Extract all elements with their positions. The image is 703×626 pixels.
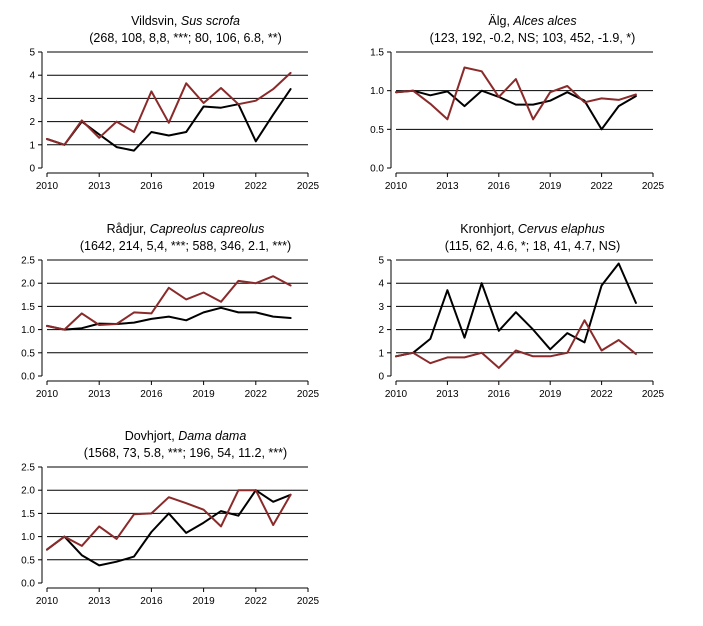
chart-title-common-name: Älg, — [488, 14, 513, 28]
chart-title: Älg, Alces alces — [488, 14, 576, 28]
x-tick-label: 2010 — [36, 181, 59, 192]
y-tick-label: 0 — [378, 372, 384, 383]
y-tick-label: 0 — [29, 164, 35, 175]
series-line-red — [395, 66, 637, 121]
y-tick-label: 2.0 — [21, 486, 35, 497]
y-tick-label: 3 — [378, 302, 384, 313]
y-tick-label: 0.0 — [21, 579, 35, 590]
x-tick-label: 2025 — [642, 389, 665, 400]
x-tick-label: 2016 — [140, 181, 163, 192]
y-tick-label: 1.0 — [21, 532, 35, 543]
y-tick-label: 1.0 — [370, 86, 384, 97]
y-tick-label: 0.0 — [21, 372, 35, 383]
chart-subtitle: (1642, 214, 5,4, ***; 588, 346, 2.1, ***… — [80, 239, 291, 253]
x-tick-label: 2016 — [140, 389, 163, 400]
y-tick-label: 2.5 — [21, 256, 35, 267]
y-tick-label: 2.0 — [21, 279, 35, 290]
x-tick-label: 2013 — [88, 596, 111, 607]
x-tick-label: 2019 — [192, 181, 215, 192]
chart-subtitle: (268, 108, 8,8, ***; 80, 106, 6.8, **) — [89, 31, 282, 45]
chart-title-common-name: Kronhjort, — [460, 222, 518, 236]
x-tick-label: 2019 — [539, 389, 562, 400]
chart-title-latin-name: Dama dama — [178, 429, 246, 443]
x-tick-label: 2010 — [385, 181, 408, 192]
y-tick-label: 0.5 — [370, 125, 384, 136]
chart-subtitle: (1568, 73, 5.8, ***; 196, 54, 11.2, ***) — [84, 446, 287, 460]
chart-title-common-name: Rådjur, — [107, 222, 150, 236]
chart-title: Dovhjort, Dama dama — [125, 429, 247, 443]
x-tick-label: 2022 — [245, 181, 268, 192]
x-tick-label: 2010 — [36, 389, 59, 400]
chart-title: Vildsvin, Sus scrofa — [131, 14, 240, 28]
chart-title-latin-name: Sus scrofa — [181, 14, 240, 28]
series-line-red — [46, 489, 292, 551]
x-tick-label: 2019 — [192, 389, 215, 400]
chart-title: Rådjur, Capreolus capreolus — [107, 222, 265, 236]
x-tick-label: 2022 — [245, 389, 268, 400]
x-tick-label: 2013 — [436, 389, 459, 400]
x-tick-label: 2016 — [488, 181, 511, 192]
x-tick-label: 2022 — [245, 596, 268, 607]
y-tick-label: 4 — [29, 71, 35, 82]
y-tick-label: 4 — [378, 279, 384, 290]
x-tick-label: 2022 — [590, 389, 613, 400]
y-tick-label: 3 — [29, 94, 35, 105]
y-tick-label: 5 — [29, 48, 35, 59]
series-line-red — [46, 275, 292, 331]
y-tick-label: 5 — [378, 256, 384, 267]
series-line-black — [46, 489, 292, 567]
y-tick-label: 0.5 — [21, 555, 35, 566]
x-tick-label: 2022 — [590, 181, 613, 192]
y-tick-label: 1 — [29, 140, 35, 151]
chart-panel-4: Kronhjort, Cervus elaphus (115, 62, 4.6, … — [378, 222, 664, 400]
chart-title-latin-name: Alces alces — [512, 14, 576, 28]
x-tick-label: 2016 — [140, 596, 163, 607]
chart-title-common-name: Dovhjort, — [125, 429, 179, 443]
chart-panel-5: Dovhjort, Dama dama (1568, 73, 5.8, ***; … — [21, 429, 319, 607]
chart-title: Kronhjort, Cervus elaphus — [460, 222, 605, 236]
x-tick-label: 2019 — [192, 596, 215, 607]
chart-title-latin-name: Capreolus capreolus — [150, 222, 265, 236]
y-tick-label: 1.5 — [21, 509, 35, 520]
x-tick-label: 2013 — [88, 389, 111, 400]
x-tick-label: 2025 — [297, 389, 320, 400]
chart-subtitle: (115, 62, 4.6, *; 18, 41, 4.7, NS) — [445, 239, 621, 253]
y-tick-label: 1.5 — [21, 302, 35, 313]
chart-panel-2: Älg, Alces alces (123, 192, -0.2, NS; 103… — [370, 14, 664, 192]
y-tick-label: 2 — [378, 325, 384, 336]
series-line-black — [395, 262, 637, 358]
x-tick-label: 2016 — [488, 389, 511, 400]
chart-title-common-name: Vildsvin, — [131, 14, 181, 28]
y-tick-label: 2.5 — [21, 463, 35, 474]
x-tick-label: 2019 — [539, 181, 562, 192]
y-tick-label: 0.0 — [370, 164, 384, 175]
chart-title-latin-name: Cervus elaphus — [518, 222, 605, 236]
y-tick-label: 1.0 — [21, 325, 35, 336]
x-tick-label: 2025 — [297, 181, 320, 192]
x-tick-label: 2013 — [436, 181, 459, 192]
y-tick-label: 2 — [29, 117, 35, 128]
y-tick-label: 1 — [378, 348, 384, 359]
chart-panel-3: Rådjur, Capreolus capreolus (1642, 214, 5… — [21, 222, 319, 400]
series-line-black — [395, 89, 637, 131]
x-tick-label: 2025 — [297, 596, 320, 607]
x-tick-label: 2025 — [642, 181, 665, 192]
series-line-red — [46, 71, 292, 146]
x-tick-label: 2010 — [36, 596, 59, 607]
chart-panel-1: Vildsvin, Sus scrofa (268, 108, 8,8, ***;… — [29, 14, 319, 192]
series-line-black — [46, 306, 292, 331]
series-line-red — [395, 319, 637, 369]
y-tick-label: 1.5 — [370, 48, 384, 59]
x-tick-label: 2010 — [385, 389, 408, 400]
chart-subtitle: (123, 192, -0.2, NS; 103, 452, -1.9, *) — [430, 31, 636, 45]
x-tick-label: 2013 — [88, 181, 111, 192]
y-tick-label: 0.5 — [21, 348, 35, 359]
